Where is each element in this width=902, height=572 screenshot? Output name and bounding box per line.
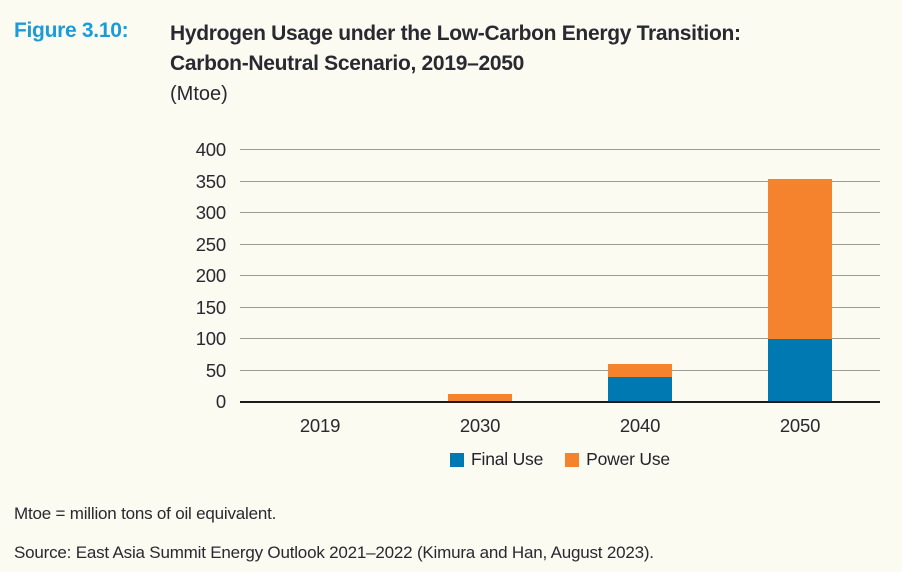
- bar-slot-2019: 2019: [240, 150, 400, 436]
- stacked-bar-2050[interactable]: [768, 178, 832, 402]
- x-tick-label-2040: 2040: [619, 415, 661, 436]
- chart-legend: Final Use Power Use: [240, 449, 880, 470]
- figure-unit-label: (Mtoe): [170, 83, 228, 105]
- gridline-y-200: [240, 275, 880, 276]
- plot-area: 0 50 100 150 200 250 300 350 400 2019 2030 2040 2050: [196, 139, 880, 436]
- y-tick-label-200: 200: [195, 265, 226, 286]
- legend-item-final-use: Final Use: [450, 449, 543, 470]
- bar-segment-power-use-2040[interactable]: [608, 364, 672, 377]
- x-tick-label-2050: 2050: [779, 415, 821, 436]
- legend-label-final-use: Final Use: [471, 449, 544, 469]
- bar-segment-final-use-2050[interactable]: [768, 339, 832, 402]
- y-tick-label-350: 350: [195, 170, 226, 192]
- figure-label: Figure 3.10:: [14, 19, 129, 42]
- bar-slot-2030: 2030: [400, 150, 560, 436]
- bar-segment-final-use-2040[interactable]: [608, 376, 672, 402]
- gridline-y-100: [240, 338, 880, 339]
- gridline-y-250: [240, 243, 880, 245]
- y-tick-label-100: 100: [195, 328, 226, 349]
- y-tick-label-50: 50: [205, 359, 226, 381]
- footnote-definition: Mtoe = million tons of oil equivalent.: [14, 504, 277, 523]
- footnote-source: Source: East Asia Summit Energy Outlook …: [14, 543, 654, 562]
- gridline-y-150: [240, 306, 880, 308]
- bar-segment-power-use-2050[interactable]: [768, 178, 832, 339]
- x-tick-label-2019: 2019: [299, 415, 341, 436]
- figure-title: Hydrogen Usage under the Low-Carbon Ener…: [170, 19, 741, 109]
- y-tick-label-300: 300: [195, 202, 226, 223]
- stacked-bar-2030[interactable]: [448, 394, 512, 402]
- legend-swatch-power-use: [565, 452, 580, 467]
- stacked-bar-2040[interactable]: [608, 364, 672, 402]
- y-tick-label-0: 0: [215, 391, 226, 412]
- gridline-y-300: [240, 212, 880, 213]
- gridline-y-350: [240, 180, 880, 182]
- figure-title-line1: Hydrogen Usage under the Low-Carbon Ener…: [170, 22, 741, 45]
- y-tick-label-400: 400: [195, 139, 226, 160]
- legend-swatch-final-use: [450, 452, 465, 467]
- figure-title-line2: Carbon-Neutral Scenario, 2019–2050: [170, 52, 524, 75]
- bar-segment-power-use-2030[interactable]: [448, 394, 512, 402]
- gridline-y-400: [240, 149, 880, 150]
- y-tick-label-150: 150: [195, 296, 226, 318]
- legend-label-power-use: Power Use: [586, 449, 670, 469]
- legend-item-power-use: Power Use: [565, 449, 670, 470]
- bar-slot-2040: 2040: [560, 150, 720, 436]
- bar-slot-2050: 2050: [720, 150, 880, 436]
- gridline-y-50: [240, 369, 880, 371]
- x-axis-line: [240, 401, 880, 403]
- y-tick-label-250: 250: [195, 233, 226, 255]
- figure-header: Figure 3.10: Hydrogen Usage under the Lo…: [14, 19, 741, 109]
- x-tick-label-2030: 2030: [459, 415, 501, 436]
